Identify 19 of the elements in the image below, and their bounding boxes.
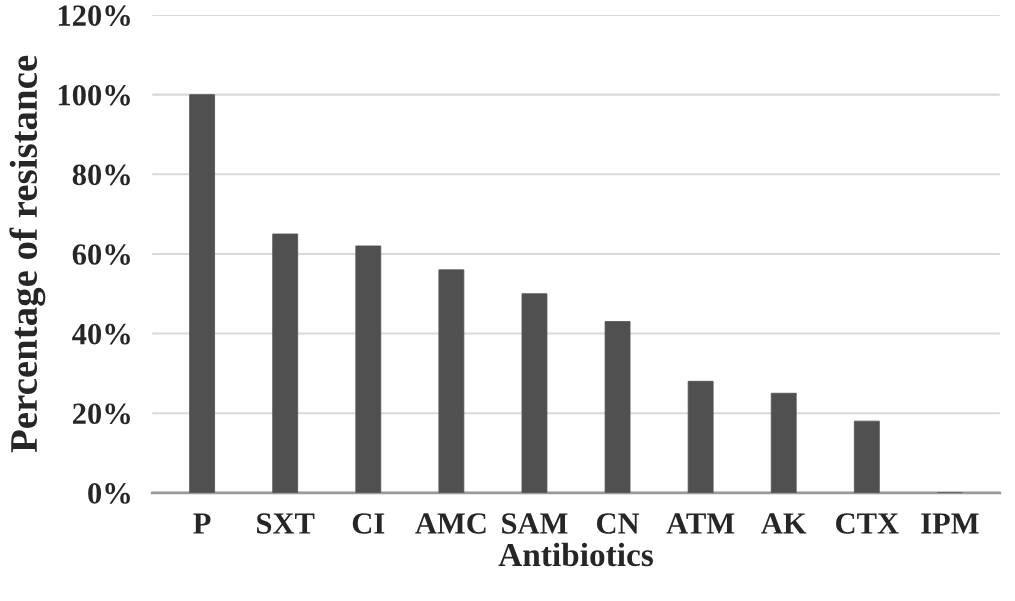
x-tick-label: SXT: [257, 513, 315, 534]
x-tick-label: CI: [352, 513, 385, 534]
x-tick-label: AK: [761, 513, 807, 534]
x-tick-label: SAM: [502, 513, 568, 534]
y-tick-label: 80%: [72, 164, 130, 186]
y-tick-label: 40%: [72, 323, 130, 345]
x-tick-label: CN: [596, 513, 640, 534]
y-tick-label: 20%: [72, 403, 130, 425]
x-tick-label: CTX: [836, 513, 899, 534]
y-tick-label: 0%: [88, 483, 130, 504]
x-tick-label: AMC: [415, 513, 486, 534]
x-tick-label: P: [193, 513, 211, 534]
x-tick-label: ATM: [666, 513, 735, 534]
x-tick-label: IPM: [921, 513, 979, 534]
y-axis-title: Percentage of resistance: [9, 55, 46, 453]
y-tick-label: 100%: [58, 84, 130, 106]
y-tick-label: 60%: [72, 244, 130, 265]
x-axis-title: Antibiotics: [498, 542, 653, 567]
y-tick-label: 120%: [58, 5, 130, 27]
